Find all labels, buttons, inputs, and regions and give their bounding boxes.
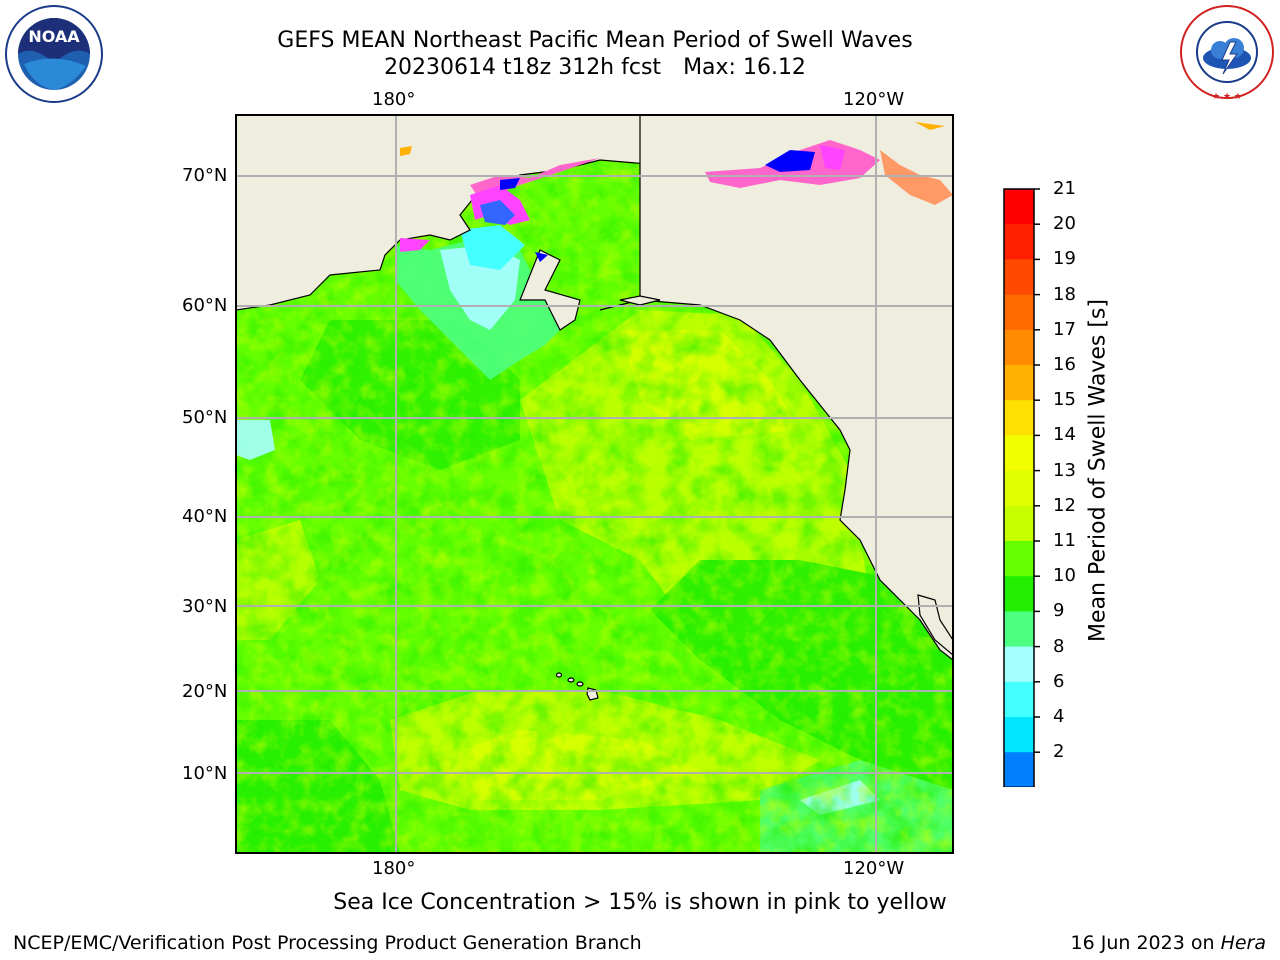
lat-label-50n: 50°N xyxy=(182,407,228,428)
footer-machine: Hera xyxy=(1220,932,1266,954)
lat-label-20n: 20°N xyxy=(182,681,228,702)
colorbar-tick-label: 8 xyxy=(1053,635,1065,657)
map-title: GEFS MEAN Northeast Pacific Mean Period … xyxy=(277,28,913,53)
colorbar-tick-label: 9 xyxy=(1053,600,1065,622)
map-subtitle: 20230614 t18z 312h fcst Max: 16.12 xyxy=(0,55,1190,81)
colorbar-tick-label: 13 xyxy=(1053,459,1076,481)
colorbar-tick-label: 12 xyxy=(1053,494,1076,516)
forecast-run: 20230614 t18z 312h fcst xyxy=(384,55,662,80)
colorbar-segment xyxy=(1004,717,1034,753)
colorbar-segment xyxy=(1004,681,1034,718)
lon-label-bottom-120w: 120°W xyxy=(843,858,905,879)
colorbar-segment xyxy=(1004,646,1034,683)
colorbar-tick-label: 18 xyxy=(1053,283,1076,305)
colorbar-segment xyxy=(1004,576,1034,612)
colorbar-segment xyxy=(1004,189,1034,225)
colorbar-segment xyxy=(1004,752,1034,787)
colorbar-tick-label: 6 xyxy=(1053,670,1065,692)
graticule xyxy=(236,115,953,853)
colorbar-segment xyxy=(1004,611,1034,648)
colorbar-tick-label: 10 xyxy=(1053,565,1076,587)
footer-date: 16 Jun 2023 on Hera xyxy=(1071,932,1266,954)
footer-date-text: 16 Jun 2023 on xyxy=(1070,932,1221,954)
lat-label-30n: 30°N xyxy=(182,596,228,617)
map-frame xyxy=(235,114,954,854)
colorbar-tick-label: 21 xyxy=(1053,178,1076,199)
colorbar-tick-label: 19 xyxy=(1053,248,1076,270)
colorbar-segment xyxy=(1004,224,1034,260)
lat-label-40n: 40°N xyxy=(182,506,228,527)
colorbar-segment xyxy=(1004,435,1034,472)
lat-label-10n: 10°N xyxy=(182,763,228,784)
colorbar-tick-label: 2 xyxy=(1053,741,1065,763)
colorbar-segment xyxy=(1004,541,1034,577)
footer-branch: NCEP/EMC/Verification Post Processing Pr… xyxy=(13,932,642,954)
colorbar-segment xyxy=(1004,294,1034,331)
colorbar-segment xyxy=(1004,329,1034,366)
colorbar xyxy=(1002,188,1040,787)
noaa-logo-text: NOAA xyxy=(28,27,80,46)
lat-label-60n: 60°N xyxy=(182,295,228,316)
sea-ice-note: Sea Ice Concentration > 15% is shown in … xyxy=(333,890,947,915)
colorbar-segment xyxy=(1004,400,1034,436)
noaa-logo: NOAA xyxy=(5,5,103,103)
colorbar-tick-label: 15 xyxy=(1053,389,1076,411)
svg-text:★ ★ ★: ★ ★ ★ xyxy=(1212,92,1242,102)
colorbar-segment xyxy=(1004,505,1034,542)
colorbar-segment xyxy=(1004,259,1034,296)
colorbar-segment xyxy=(1004,365,1034,401)
colorbar-segment xyxy=(1004,470,1034,507)
colorbar-frame xyxy=(1003,188,1035,787)
colorbar-tick-label: 20 xyxy=(1053,213,1076,235)
colorbar-tick-label: 17 xyxy=(1053,318,1076,340)
lat-label-70n: 70°N xyxy=(182,165,228,186)
lon-label-top-180: 180° xyxy=(372,89,416,110)
lon-label-bottom-180: 180° xyxy=(372,858,416,879)
colorbar-tick-label: 14 xyxy=(1053,424,1076,446)
lon-label-top-120w: 120°W xyxy=(843,89,905,110)
colorbar-tick-label: 16 xyxy=(1053,354,1076,375)
nws-logo: ★ ★ ★ xyxy=(1180,5,1274,102)
colorbar-tick-label: 4 xyxy=(1053,706,1065,727)
max-value: Max: 16.12 xyxy=(683,55,806,80)
colorbar-tick-label: 11 xyxy=(1053,530,1076,551)
colorbar-title: Mean Period of Swell Waves [s] xyxy=(1085,299,1111,642)
